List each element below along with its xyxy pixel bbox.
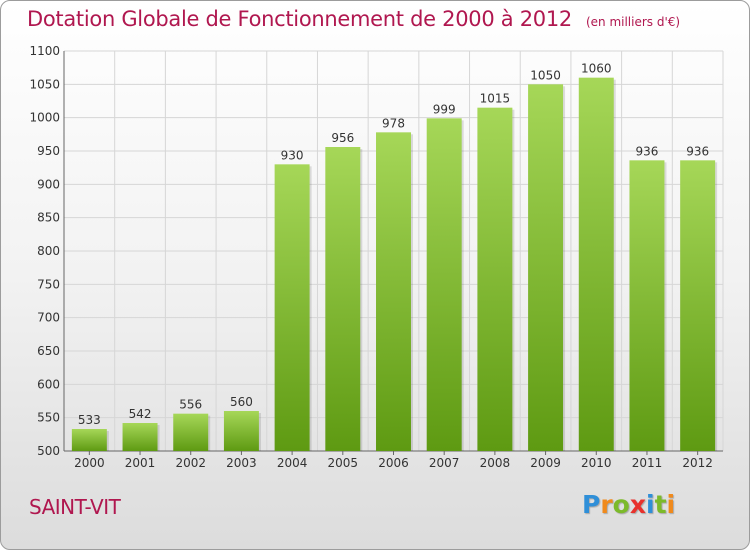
bar xyxy=(173,413,209,451)
y-tick-label: 950 xyxy=(37,144,60,158)
y-tick-label: 1000 xyxy=(29,111,60,125)
bar-value-label: 930 xyxy=(281,148,304,162)
bar xyxy=(274,164,310,452)
bar xyxy=(528,84,564,451)
bar-value-label: 978 xyxy=(382,116,405,130)
bar xyxy=(122,423,158,451)
logo-letter: t xyxy=(654,490,667,519)
x-tick-label: 2002 xyxy=(175,456,206,470)
x-tick-label: 2007 xyxy=(429,456,460,470)
bar-value-label: 1015 xyxy=(480,92,511,106)
axes: 500 550 600 650 700 750 800 850 900 950 1000 1050 11… xyxy=(29,44,723,458)
x-tick-label: 2010 xyxy=(581,456,612,470)
logo-letter: P xyxy=(582,490,601,519)
x-tick-label: 2012 xyxy=(682,456,713,470)
x-tick-label: 2001 xyxy=(125,456,156,470)
logo-letter: r xyxy=(600,490,613,519)
logo-letter: i xyxy=(646,490,655,519)
y-tick-label: 550 xyxy=(37,411,60,425)
bar-value-label: 533 xyxy=(78,413,101,427)
bar-value-label: 560 xyxy=(230,395,253,409)
bar xyxy=(71,429,107,451)
chart-subtitle: (en milliers d'€) xyxy=(585,15,681,29)
logo-letter: x xyxy=(629,490,646,519)
bar-value-label: 956 xyxy=(331,131,354,145)
bar xyxy=(578,77,614,452)
x-tick-label: 2009 xyxy=(530,456,561,470)
bar xyxy=(223,411,259,451)
x-tick-label: 2004 xyxy=(277,456,308,470)
bar xyxy=(477,107,513,452)
bar xyxy=(325,147,361,451)
bar-value-label: 542 xyxy=(129,407,152,421)
bar xyxy=(376,132,411,452)
bar-value-label: 936 xyxy=(686,144,709,158)
logo-letter: i xyxy=(666,490,676,519)
y-tick-label: 700 xyxy=(37,311,60,325)
labels: 533 2000 542 2001 556 2002 560 2003 930 2004 956 20… xyxy=(74,62,713,470)
bar-value-label: 1050 xyxy=(530,68,561,82)
bar-value-label: 1060 xyxy=(581,62,612,76)
y-tick-label: 800 xyxy=(37,244,60,258)
bar-value-label: 999 xyxy=(433,102,456,116)
bar xyxy=(680,160,716,452)
y-tick-label: 650 xyxy=(37,344,60,358)
y-tick-label: 900 xyxy=(37,177,60,191)
y-tick-label: 750 xyxy=(37,277,60,291)
city-name: SAINT-VIT xyxy=(29,495,121,519)
y-tick-label: 1100 xyxy=(29,44,60,58)
y-tick-label: 600 xyxy=(37,377,60,391)
x-tick-label: 2005 xyxy=(328,456,359,470)
bars xyxy=(71,77,718,452)
x-tick-label: 2000 xyxy=(74,456,105,470)
x-tick-label: 2003 xyxy=(226,456,257,470)
bar-value-label: 936 xyxy=(636,144,659,158)
title-row: Dotation Globale de Fonctionnement de 20… xyxy=(27,7,680,31)
bar xyxy=(629,160,665,452)
y-tick-label: 1050 xyxy=(29,77,60,91)
y-tick-label: 850 xyxy=(37,211,60,225)
x-tick-label: 2008 xyxy=(480,456,511,470)
chart-title: Dotation Globale de Fonctionnement de 20… xyxy=(27,7,572,31)
logo-letter: o xyxy=(612,490,630,519)
x-tick-label: 2011 xyxy=(632,456,663,470)
proxiti-logo[interactable]: Proxiti xyxy=(582,490,675,519)
bar xyxy=(426,118,462,451)
y-tick-label: 500 xyxy=(37,444,60,458)
bar-value-label: 556 xyxy=(179,398,202,412)
x-tick-label: 2006 xyxy=(378,456,409,470)
